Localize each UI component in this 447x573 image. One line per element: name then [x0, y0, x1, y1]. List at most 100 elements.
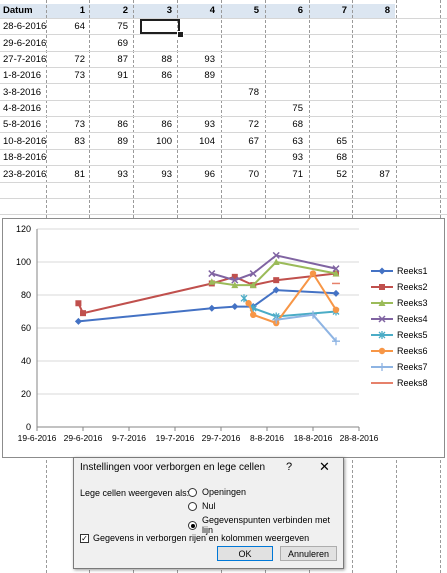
value-cell[interactable]: 89 [204, 70, 215, 82]
value-cell[interactable]: 86 [117, 119, 128, 131]
hidden-data-checkbox[interactable]: ✓ [80, 533, 89, 543]
value-cell[interactable]: 86 [161, 70, 172, 82]
value-cell[interactable]: 68 [292, 119, 303, 131]
header-col[interactable]: 8 [384, 5, 390, 16]
value-cell[interactable]: 73 [74, 70, 85, 82]
legend-entry: Reeks1 [397, 266, 428, 276]
radio-button[interactable] [188, 487, 197, 497]
header-col[interactable]: 1 [79, 5, 85, 16]
header-datum[interactable]: Datum [3, 5, 33, 16]
header-col[interactable]: 5 [253, 5, 259, 16]
header-col[interactable]: 6 [297, 5, 303, 16]
x-tick-label: 18-8-2016 [294, 433, 333, 443]
value-cell[interactable]: 78 [248, 86, 259, 98]
date-cell[interactable]: 23-8-2016 [3, 168, 47, 180]
date-cell[interactable]: 28-6-2016 [3, 21, 47, 33]
data-point [231, 276, 239, 284]
value-cell[interactable]: 81 [74, 168, 85, 180]
value-cell[interactable]: 63 [292, 135, 303, 147]
fill-handle[interactable] [177, 31, 184, 38]
y-tick-label: 40 [21, 356, 31, 366]
header-col[interactable]: 4 [209, 5, 215, 16]
line-chart[interactable]: 0 20 40 60 80 100 120 19-6-2016 29-6-2016 9-7-201… [2, 218, 445, 458]
radio-connect[interactable]: Gegevenspunten verbinden met lijn [188, 515, 343, 535]
data-point [208, 304, 216, 312]
x-tick-label: 29-6-2016 [64, 433, 103, 443]
hidden-data-label: Gegevens in verborgen rijen en kolommen … [93, 533, 310, 543]
radio-label-openingen: Openingen [202, 487, 247, 497]
value-cell[interactable]: 75 [292, 103, 303, 115]
value-cell[interactable]: 87 [117, 54, 128, 66]
value-cell[interactable]: 93 [117, 168, 128, 180]
value-cell[interactable]: 75 [117, 21, 128, 33]
value-cell[interactable]: 52 [336, 168, 347, 180]
value-cell[interactable]: 87 [379, 168, 390, 180]
date-cell[interactable]: 5-8-2016 [3, 119, 42, 131]
y-tick-label: 80 [21, 290, 31, 300]
value-cell[interactable]: 83 [74, 135, 85, 147]
data-point [208, 278, 216, 285]
value-cell[interactable]: 67 [248, 135, 259, 147]
date-cell[interactable]: 3-8-2016 [3, 86, 42, 98]
legend-entry: Reeks6 [397, 346, 428, 356]
value-cell[interactable]: 96 [204, 168, 215, 180]
radio-button[interactable] [188, 501, 197, 511]
hidden-data-checkbox-row[interactable]: ✓ Gegevens in verborgen rijen en kolomme… [80, 533, 309, 543]
data-point [231, 281, 239, 289]
value-cell[interactable]: 64 [74, 21, 85, 33]
data-point [272, 258, 280, 265]
x-tick-label: 19-7-2016 [156, 433, 195, 443]
row-divider [0, 99, 447, 101]
selected-cell[interactable] [140, 19, 180, 34]
value-cell[interactable]: 72 [248, 119, 259, 131]
value-cell[interactable]: 68 [336, 152, 347, 164]
radio-nul[interactable]: Nul [188, 501, 216, 511]
value-cell[interactable]: 88 [161, 54, 172, 66]
date-cell[interactable]: 4-8-2016 [3, 103, 42, 115]
x-tick-label: 28-8-2016 [340, 433, 379, 443]
data-point [231, 303, 239, 311]
value-cell[interactable]: 93 [292, 152, 303, 164]
value-cell[interactable]: 89 [117, 135, 128, 147]
row-divider [0, 67, 447, 69]
data-point [272, 251, 280, 259]
value-cell[interactable]: 93 [204, 119, 215, 131]
date-cell[interactable]: 27-7-2016 [3, 54, 47, 66]
data-point [332, 337, 340, 346]
value-cell[interactable]: 93 [204, 54, 215, 66]
date-cell[interactable]: 18-8-2016 [3, 152, 47, 164]
row-divider [0, 34, 447, 36]
date-cell[interactable]: 29-6-2016 [3, 37, 47, 49]
date-cell[interactable]: 10-8-2016 [3, 135, 47, 147]
value-cell[interactable]: 86 [161, 119, 172, 131]
data-point [378, 315, 386, 323]
cancel-button[interactable]: Annuleren [280, 546, 337, 561]
header-col[interactable]: 7 [341, 5, 347, 16]
value-cell[interactable]: 70 [248, 168, 259, 180]
help-icon[interactable]: ? [286, 461, 293, 473]
value-cell[interactable]: 71 [292, 168, 303, 180]
date-cell[interactable]: 1-8-2016 [3, 70, 42, 82]
radio-button[interactable] [188, 520, 197, 530]
value-cell[interactable]: 91 [117, 70, 128, 82]
value-cell[interactable]: 72 [74, 54, 85, 66]
x-tick-label: 19-6-2016 [18, 433, 57, 443]
value-cell[interactable]: 100 [156, 135, 172, 147]
header-col[interactable]: 2 [122, 5, 128, 16]
value-cell[interactable]: 69 [117, 37, 128, 49]
legend-entry: Reeks2 [397, 282, 428, 292]
value-cell[interactable]: 65 [336, 135, 347, 147]
radio-openingen[interactable]: Openingen [188, 487, 246, 497]
value-cell[interactable]: 93 [161, 168, 172, 180]
header-col[interactable]: 3 [166, 5, 172, 16]
ok-button[interactable]: OK [217, 546, 273, 561]
row-divider [0, 83, 447, 85]
x-tick-label: 9-7-2016 [112, 433, 146, 443]
value-cell[interactable]: 104 [199, 135, 215, 147]
row-divider [0, 165, 447, 167]
close-icon[interactable]: ✕ [319, 459, 330, 474]
empty-cells-label: Lege cellen weergeven als: [80, 488, 190, 498]
value-cell[interactable]: 73 [74, 119, 85, 131]
data-point [75, 300, 82, 307]
series-line-reeks1 [78, 289, 337, 323]
